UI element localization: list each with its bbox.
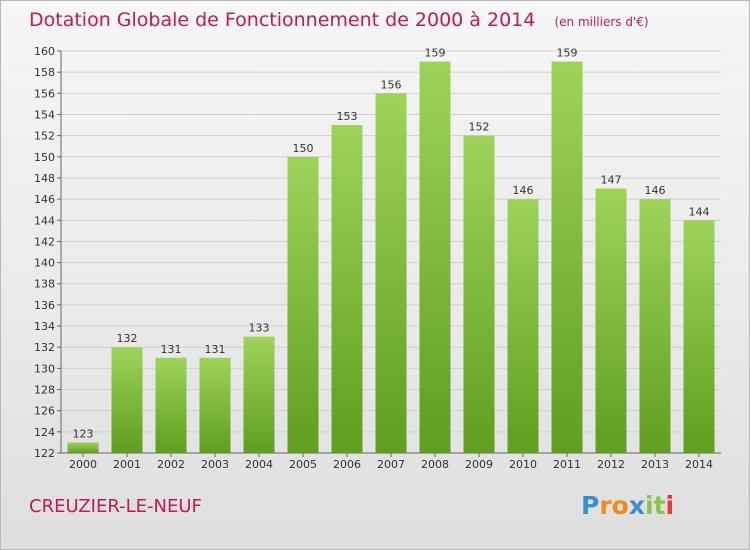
y-tick-label: 128 — [34, 384, 55, 397]
data-label-2000: 123 — [73, 427, 94, 440]
x-tick-label: 2010 — [509, 458, 537, 471]
x-tick-label: 2002 — [157, 458, 185, 471]
bars — [67, 61, 715, 454]
y-tick-label: 136 — [34, 299, 55, 312]
axes: 1221241261281301321341361381401421441461… — [34, 45, 721, 471]
proxiti-logo: Proxiti — [581, 491, 675, 520]
data-label-2006: 153 — [337, 110, 358, 123]
bar-2000 — [67, 442, 99, 453]
y-tick-label: 154 — [34, 108, 55, 121]
y-tick-label: 126 — [34, 405, 55, 418]
data-label-2003: 131 — [205, 343, 226, 356]
x-tick-label: 2005 — [289, 458, 317, 471]
x-tick-label: 2007 — [377, 458, 405, 471]
x-tick-label: 2006 — [333, 458, 361, 471]
y-tick-label: 144 — [34, 214, 55, 227]
y-tick-label: 138 — [34, 278, 55, 291]
y-tick-label: 132 — [34, 341, 55, 354]
data-label-2014: 144 — [689, 205, 710, 218]
labels: 123 132 131 131 133 150 153 156 159 152 146 159 147 1… — [73, 47, 710, 441]
bar-2012 — [595, 188, 627, 454]
bar-2014 — [683, 220, 715, 453]
x-tick-label: 2004 — [245, 458, 273, 471]
data-label-2010: 146 — [513, 184, 534, 197]
x-tick-label: 2014 — [685, 458, 713, 471]
commune-name: CREUZIER-LE-NEUF — [29, 496, 202, 517]
bar-2009 — [463, 135, 495, 453]
x-tick-label: 2003 — [201, 458, 229, 471]
x-tick-label: 2001 — [113, 458, 141, 471]
data-label-2009: 152 — [469, 121, 490, 134]
y-tick-label: 152 — [34, 130, 55, 143]
bar-2003 — [199, 357, 231, 453]
data-label-2012: 147 — [601, 174, 622, 187]
data-label-2002: 131 — [161, 343, 182, 356]
data-label-2005: 150 — [293, 142, 314, 155]
y-tick-label: 156 — [34, 87, 55, 100]
bar-2006 — [331, 125, 363, 453]
y-tick-label: 148 — [34, 172, 55, 185]
data-label-2008: 159 — [425, 47, 446, 60]
bar-2001 — [111, 347, 143, 453]
x-tick-label: 2011 — [553, 458, 581, 471]
bar-2002 — [155, 357, 187, 453]
x-tick-label: 2009 — [465, 458, 493, 471]
bar-2005 — [287, 156, 319, 453]
x-tick-label: 2008 — [421, 458, 449, 471]
bar-2011 — [551, 61, 583, 453]
y-tick-label: 158 — [34, 66, 55, 79]
y-tick-label: 150 — [34, 151, 55, 164]
y-tick-label: 142 — [34, 235, 55, 248]
data-label-2001: 132 — [117, 332, 138, 345]
x-tick-label: 2013 — [641, 458, 669, 471]
data-label-2013: 146 — [645, 184, 666, 197]
data-label-2004: 133 — [249, 322, 270, 335]
y-tick-label: 122 — [34, 447, 55, 460]
bar-2008 — [419, 61, 451, 453]
data-label-2011: 159 — [557, 47, 578, 60]
x-tick-label: 2012 — [597, 458, 625, 471]
bar-2007 — [375, 93, 407, 453]
x-tick-label: 2000 — [69, 458, 97, 471]
data-label-2007: 156 — [381, 78, 402, 91]
y-tick-label: 160 — [34, 45, 55, 58]
chart-title: Dotation Globale de Fonctionnement de 20… — [29, 9, 536, 31]
y-tick-label: 134 — [34, 320, 55, 333]
bar-2013 — [639, 199, 671, 453]
y-tick-label: 140 — [34, 257, 55, 270]
title-row: Dotation Globale de Fonctionnement de 20… — [29, 9, 649, 31]
y-tick-label: 146 — [34, 193, 55, 206]
bar-2010 — [507, 199, 539, 453]
chart-unit-note: (en milliers d'€) — [554, 15, 649, 29]
y-tick-label: 124 — [34, 426, 55, 439]
bar-2004 — [243, 336, 275, 453]
y-tick-label: 130 — [34, 362, 55, 375]
